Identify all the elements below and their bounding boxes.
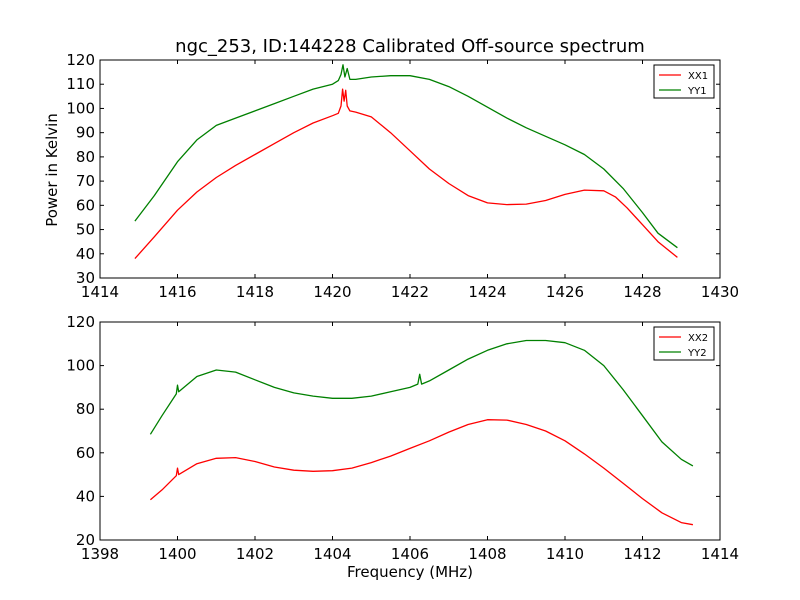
x-tick-label: 1402 xyxy=(236,545,274,563)
y-tick-label: 100 xyxy=(66,357,95,375)
x-tick-label: 1416 xyxy=(158,283,196,301)
y-tick-label: 50 xyxy=(76,221,95,239)
chart-title: ngc_253, ID:144228 Calibrated Off-source… xyxy=(175,36,645,57)
x-axis-label: Frequency (MHz) xyxy=(347,563,473,581)
x-tick-label: 1410 xyxy=(546,545,584,563)
x-tick-label: 1406 xyxy=(391,545,429,563)
y-tick-label: 80 xyxy=(76,148,95,166)
x-tick-label: 1428 xyxy=(623,283,661,301)
y-tick-label: 100 xyxy=(66,99,95,117)
y-tick-label: 90 xyxy=(76,124,95,142)
x-tick-label: 1398 xyxy=(81,545,119,563)
x-tick-label: 1420 xyxy=(313,283,351,301)
y-tick-label: 60 xyxy=(76,196,95,214)
y-tick-label: 30 xyxy=(76,269,95,287)
series-line-xx1 xyxy=(134,88,678,260)
top-panel: 1414 1416 1418 1420 1422 1424 1426 1428 1430 30 40… xyxy=(66,51,739,301)
series-line-yy2 xyxy=(149,339,694,467)
x-tick-label: 1418 xyxy=(236,283,274,301)
y-tick-label: 80 xyxy=(76,400,95,418)
y-tick-label: 40 xyxy=(76,487,95,505)
bottom-panel: 1398 1400 1402 1404 1406 1408 1410 1412 1414 20 40… xyxy=(66,313,739,563)
x-tick-label: 1422 xyxy=(391,283,429,301)
x-tick-label: 1424 xyxy=(468,283,506,301)
y-tick-label: 20 xyxy=(76,531,95,549)
y-tick-label: 70 xyxy=(76,172,95,190)
x-tick-label: 1414 xyxy=(701,545,739,563)
y-tick-label: 60 xyxy=(76,444,95,462)
legend-label-yy1: YY1 xyxy=(687,86,707,97)
y-tick-label: 110 xyxy=(66,75,95,93)
x-tick-label: 1400 xyxy=(158,545,196,563)
x-tick-label: 1426 xyxy=(546,283,584,301)
legend-label-xx2: XX2 xyxy=(688,333,708,344)
y-tick-label: 120 xyxy=(66,313,95,331)
y-tick-label: 40 xyxy=(76,245,95,263)
legend-label-yy2: YY2 xyxy=(687,348,707,359)
legend-box xyxy=(653,64,715,99)
x-tick-label: 1404 xyxy=(313,545,351,563)
x-tick-label: 1430 xyxy=(701,283,739,301)
legend-box xyxy=(653,326,715,361)
x-tick-label: 1408 xyxy=(468,545,506,563)
y-axis-label: Power in Kelvin xyxy=(43,113,61,227)
series-line-yy1 xyxy=(134,64,678,249)
x-tick-label: 1414 xyxy=(81,283,119,301)
y-tick-label: 120 xyxy=(66,51,95,69)
x-tick-label: 1412 xyxy=(623,545,661,563)
legend-label-xx1: XX1 xyxy=(688,71,708,82)
series-line-xx2 xyxy=(149,419,694,526)
